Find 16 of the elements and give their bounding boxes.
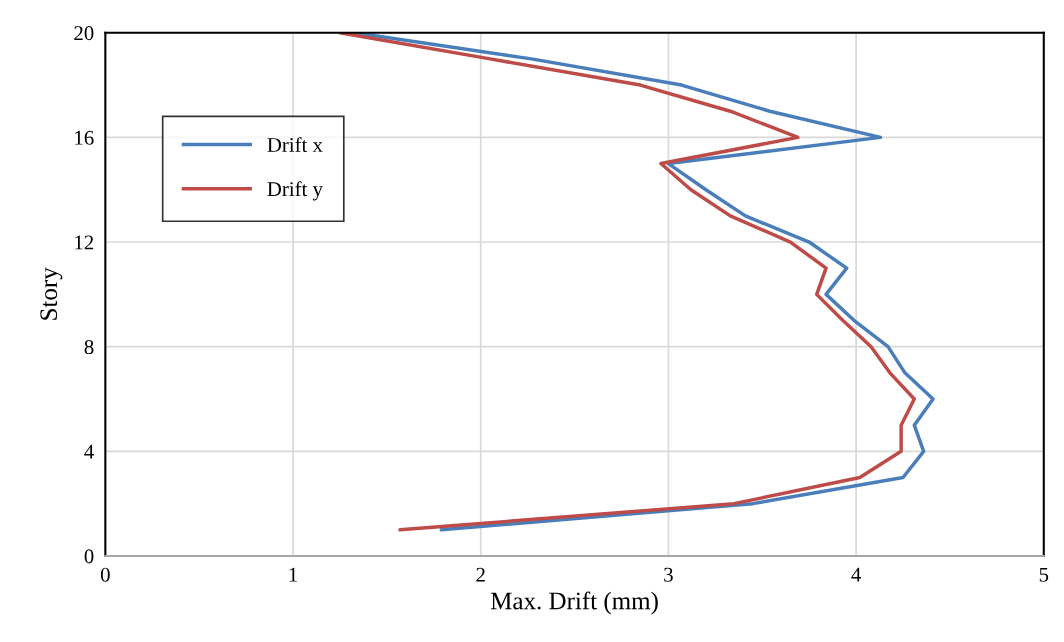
y-tick-label: 4 bbox=[84, 444, 94, 459]
y-tick-label: 8 bbox=[84, 340, 94, 355]
x-tick-label: 3 bbox=[664, 567, 673, 582]
x-tick-label: 4 bbox=[851, 567, 861, 582]
x-tick-label: 1 bbox=[289, 567, 297, 582]
legend-label: Drift x bbox=[267, 137, 323, 153]
legend-label: Drift y bbox=[267, 181, 323, 201]
x-tick-label: 5 bbox=[1039, 567, 1049, 582]
y-axis-title: Story bbox=[40, 267, 63, 320]
x-tick-label: 0 bbox=[100, 567, 110, 582]
y-tick-label: 16 bbox=[75, 130, 94, 145]
x-tick-label: 2 bbox=[476, 567, 485, 582]
y-tick-label: 12 bbox=[75, 235, 94, 250]
x-axis-title: Max. Drift (mm) bbox=[490, 591, 658, 615]
y-tick-label: 20 bbox=[74, 26, 94, 41]
y-tick-label: 0 bbox=[84, 549, 94, 564]
